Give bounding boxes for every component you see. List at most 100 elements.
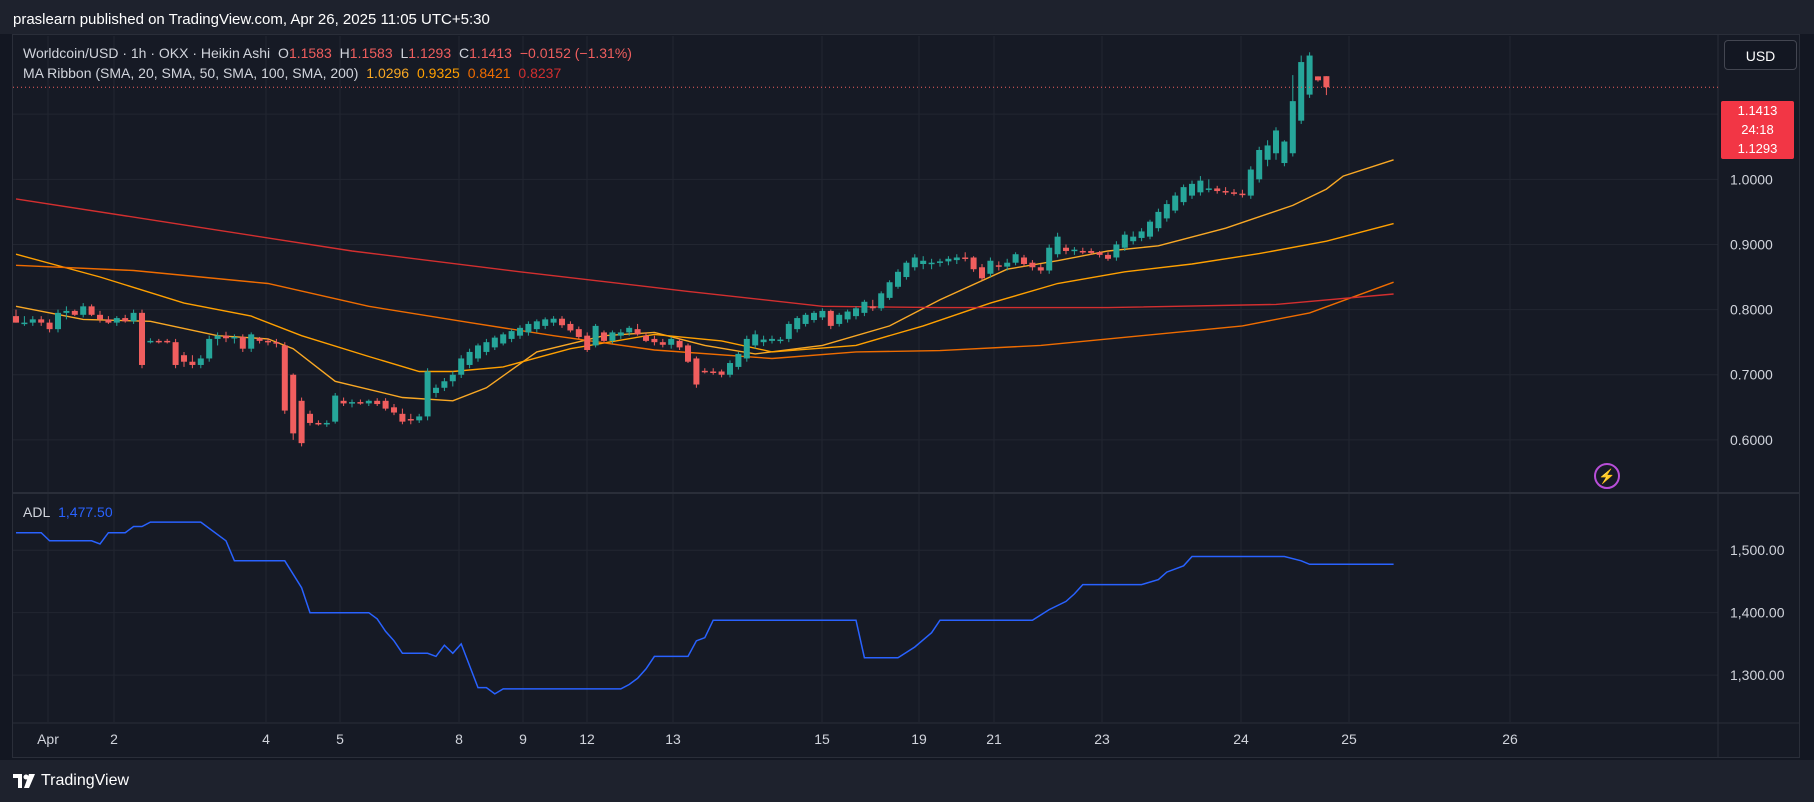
candle-body — [953, 257, 960, 261]
time-axis-label: 25 — [1341, 731, 1357, 747]
candle-body — [340, 400, 347, 404]
axis-layer: 0.60000.70000.80000.90001.00001.10001,30… — [37, 106, 1785, 747]
candle-body — [668, 338, 675, 345]
price-axis-label: 1.0000 — [1730, 171, 1773, 187]
candle-body — [1281, 141, 1288, 164]
candle-body — [214, 335, 221, 339]
candle-body — [88, 306, 95, 315]
candle-body — [307, 413, 313, 423]
candle-body — [525, 323, 532, 333]
high-value: 1.1583 — [349, 45, 393, 61]
candle-body — [995, 265, 1002, 267]
candle-body — [1256, 150, 1263, 180]
candle-body — [391, 407, 397, 413]
candle-body — [1147, 221, 1153, 237]
candle-body — [71, 310, 78, 315]
candle-body — [1180, 187, 1187, 203]
price-axis-label: 0.7000 — [1730, 367, 1773, 383]
tradingview-logo[interactable]: TradingView — [13, 772, 129, 790]
candle-body — [1205, 188, 1212, 190]
adl-value: 1,477.50 — [58, 504, 113, 520]
adl-label[interactable]: ADL — [23, 504, 51, 520]
ma-line — [15, 222, 1394, 373]
candle-body — [819, 310, 826, 318]
ma-ribbon-label[interactable]: MA Ribbon (SMA, 20, SMA, 50, SMA, 100, S… — [23, 65, 359, 81]
candle-body — [1289, 101, 1296, 154]
candle-body — [239, 336, 246, 349]
candle-body — [903, 262, 910, 278]
symbol-label[interactable]: Worldcoin/USD · 1h · OKX · Heikin Ashi — [23, 45, 271, 61]
candle-body — [1172, 195, 1179, 211]
candle-body — [718, 371, 725, 375]
candle-body — [357, 402, 364, 404]
candle-body — [29, 319, 36, 323]
candle-body — [945, 258, 952, 262]
candle-body — [1239, 193, 1246, 196]
top-bar: praslearn published on TradingView.com, … — [0, 0, 1814, 34]
candle-body — [1079, 250, 1086, 253]
candle-body — [937, 261, 943, 263]
candle-body — [685, 345, 691, 362]
chart-canvas[interactable]: 0.60000.70000.80000.90001.00001.10001,30… — [0, 0, 1814, 760]
candle-body — [517, 327, 523, 336]
candle-body — [21, 322, 28, 325]
time-axis-label: 4 — [262, 731, 270, 747]
candle-body — [651, 338, 658, 343]
publisher-line: praslearn published on TradingView.com, … — [13, 11, 490, 28]
currency-button[interactable]: USD — [1724, 40, 1797, 70]
candle-body — [181, 355, 187, 362]
candle-body — [592, 325, 599, 346]
candle-body — [735, 353, 742, 367]
candle-body — [46, 322, 53, 330]
candle-body — [1054, 236, 1061, 255]
candle-body — [491, 337, 498, 348]
bar-countdown: 24:18 — [1741, 122, 1774, 137]
time-axis-label: 26 — [1502, 731, 1518, 747]
candle-body — [155, 340, 162, 343]
candle-body — [575, 329, 582, 337]
candle-body — [920, 260, 927, 264]
candle-body — [105, 319, 112, 323]
candle-body — [542, 319, 549, 326]
candle-body — [189, 361, 196, 365]
candle-body — [1096, 252, 1103, 255]
candle-body — [760, 339, 767, 343]
ma-ribbon-legend: MA Ribbon (SMA, 20, SMA, 50, SMA, 100, S… — [23, 65, 565, 81]
candle-body — [500, 334, 507, 344]
candle-body — [483, 342, 490, 352]
candle-body — [802, 314, 809, 324]
tradingview-mark-icon — [13, 774, 35, 788]
candle-body — [508, 331, 515, 339]
ma-line — [15, 159, 1394, 402]
ma-ribbon-layer — [15, 159, 1394, 402]
lightning-icon[interactable]: ⚡ — [1594, 463, 1620, 489]
candle-body — [752, 334, 759, 346]
adl-legend: ADL 1,477.50 — [23, 504, 117, 520]
candle-body — [424, 371, 431, 417]
last-price: 1.1413 — [1737, 103, 1778, 118]
candle-body — [1113, 244, 1120, 258]
high-label: H — [339, 45, 350, 61]
candle-body — [55, 312, 61, 330]
candle-body — [1264, 145, 1271, 160]
ma-line — [15, 264, 1394, 360]
candle-body — [273, 342, 280, 344]
candle-body — [550, 318, 557, 323]
candle-body — [1063, 247, 1069, 251]
time-axis-label: 23 — [1094, 731, 1110, 747]
adl-axis-label: 1,400.00 — [1730, 605, 1785, 621]
candle-body — [315, 422, 322, 425]
candle-body — [979, 267, 985, 279]
candle-body — [1046, 247, 1053, 271]
ma50-value: 0.9325 — [416, 65, 460, 81]
candle-body — [1088, 250, 1095, 253]
candle-body — [147, 340, 154, 343]
candle-body — [97, 314, 103, 320]
candle-body — [1315, 76, 1321, 81]
low-value: 1.1293 — [408, 45, 452, 61]
candle-body — [1214, 188, 1221, 192]
candle-body — [710, 371, 717, 373]
open-value: 1.1583 — [288, 45, 332, 61]
candle-body — [13, 316, 19, 323]
candle-body — [701, 370, 708, 373]
